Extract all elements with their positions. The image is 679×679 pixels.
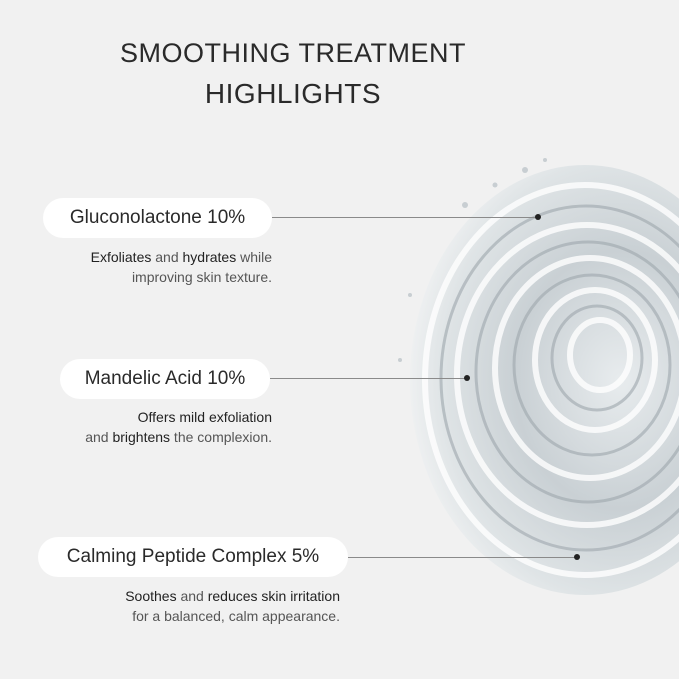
desc-text: while: [236, 249, 272, 265]
leader-line: [270, 378, 467, 379]
gel-swirl-image: [398, 158, 679, 595]
desc-text: for a balanced, calm appearance.: [132, 608, 340, 624]
desc-line: and brightens the complexion.: [85, 427, 272, 447]
desc-text: and: [85, 429, 113, 445]
emphasis-text: hydrates: [182, 249, 237, 265]
desc-line: Offers mild exfoliation: [85, 407, 272, 427]
desc-line: improving skin texture.: [91, 267, 272, 287]
ingredient-description: Offers mild exfoliation and brightens th…: [85, 407, 272, 447]
emphasis-text: Exfoliates: [90, 249, 152, 265]
title-line-2: HIGHLIGHTS: [204, 78, 382, 109]
desc-text: and: [176, 588, 208, 604]
title-line-1: SMOOTHING TREATMENT: [120, 38, 466, 68]
emphasis-text: Offers: [137, 409, 176, 425]
emphasis-text: Soothes: [125, 588, 177, 604]
leader-dot: [535, 214, 541, 220]
leader-dot: [464, 375, 470, 381]
ingredient-description: Exfoliates and hydrates while improving …: [91, 247, 272, 287]
ingredient-pill-gluconolactone: Gluconolactone 10%: [43, 198, 272, 238]
desc-text: improving skin texture.: [131, 269, 272, 285]
ingredient-description: Soothes and reduces skin irritation for …: [125, 586, 340, 626]
desc-text: and: [151, 249, 183, 265]
leader-dot: [574, 554, 580, 560]
emphasis-text: reduces skin irritation: [207, 588, 340, 604]
desc-line: Exfoliates and hydrates while: [91, 247, 272, 267]
leader-line: [348, 557, 577, 558]
emphasis-text: brightens: [112, 429, 171, 445]
desc-line: for a balanced, calm appearance.: [125, 606, 340, 626]
desc-text: the complexion.: [170, 429, 272, 445]
ingredient-pill-calming-peptide: Calming Peptide Complex 5%: [38, 537, 348, 577]
emphasis-text: mild exfoliation: [179, 409, 272, 425]
leader-line: [272, 217, 538, 218]
ingredient-pill-mandelic-acid: Mandelic Acid 10%: [60, 359, 270, 399]
desc-line: Soothes and reduces skin irritation: [125, 586, 340, 606]
